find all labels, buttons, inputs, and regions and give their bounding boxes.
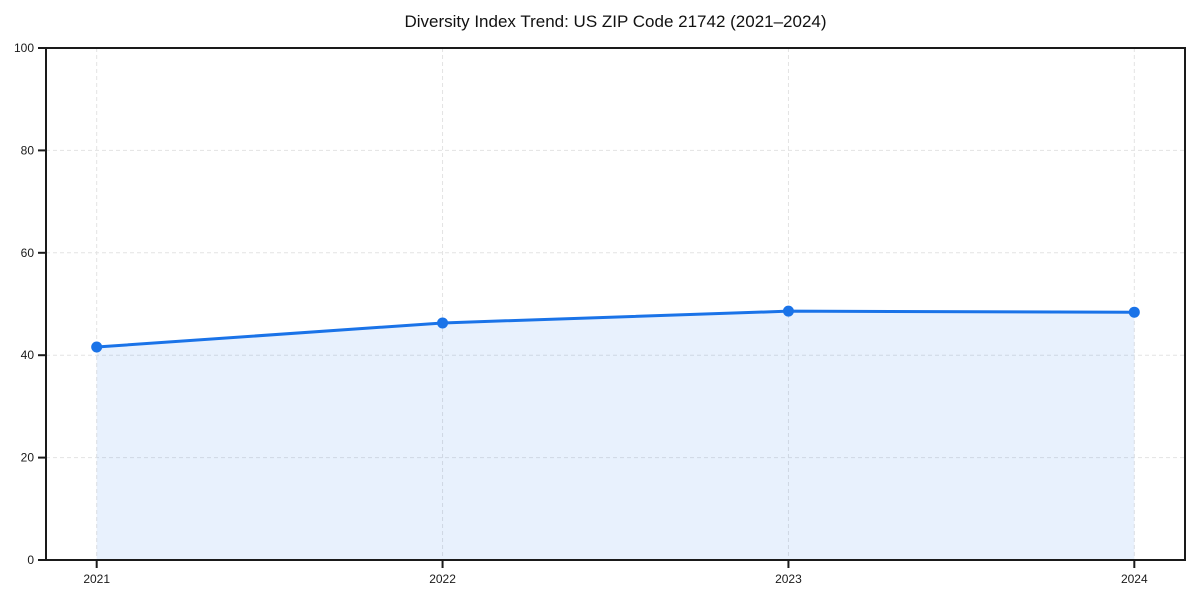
y-tick-label: 20: [21, 451, 35, 465]
area-fill: [96, 311, 1135, 560]
x-tick-label: 2022: [429, 572, 456, 586]
data-point-marker: [91, 341, 103, 353]
y-tick-label: 0: [27, 553, 34, 567]
trend-line: [95, 309, 1136, 349]
x-tick-label: 2023: [775, 572, 802, 586]
data-point-marker: [437, 317, 449, 329]
x-tick-label: 2024: [1121, 572, 1148, 586]
x-tick-label: 2021: [83, 572, 110, 586]
axis-frame: [45, 47, 1186, 561]
y-tick-label: 100: [14, 41, 34, 55]
y-tick-label: 60: [21, 246, 35, 260]
data-point-marker: [1128, 306, 1140, 318]
chart-title: Diversity Index Trend: US ZIP Code 21742…: [404, 12, 827, 31]
y-tick-label: 80: [21, 143, 35, 157]
data-point-marker: [782, 305, 794, 317]
y-tick-label: 40: [21, 348, 35, 362]
